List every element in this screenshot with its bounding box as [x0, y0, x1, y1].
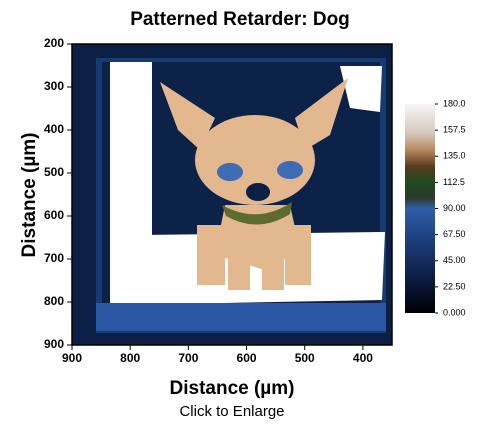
y-tick-label: 800 — [44, 294, 64, 308]
colorbar-tick-label: 90.00 — [443, 203, 466, 213]
y-tick-label: 500 — [44, 165, 64, 179]
chart-title: Patterned Retarder: Dog — [130, 9, 350, 30]
heatmap-image — [72, 44, 392, 345]
colorbar — [405, 104, 435, 313]
colorbar-tick-label: 45.00 — [443, 255, 466, 265]
x-tick-label: 700 — [178, 351, 198, 365]
colorbar-tick-label: 22.50 — [443, 281, 466, 291]
x-tick-label: 400 — [353, 351, 373, 365]
plot-frame — [71, 43, 393, 346]
x-tick-label: 600 — [237, 351, 257, 365]
y-tick-label: 900 — [44, 337, 64, 351]
x-axis-label: Distance (µm) — [170, 378, 295, 399]
y-tick-label: 300 — [44, 79, 64, 93]
colorbar-tick-label: 180.0 — [443, 98, 466, 108]
colorbar-tick-label: 112.5 — [443, 177, 465, 187]
x-tick-label: 800 — [120, 351, 140, 365]
caption[interactable]: Click to Enlarge — [179, 403, 284, 420]
y-axis-label: Distance (µm) — [19, 133, 40, 258]
colorbar-tick-label: 135.0 — [443, 151, 466, 161]
y-tick-label: 600 — [44, 208, 64, 222]
y-tick-label: 400 — [44, 122, 64, 136]
x-tick-label: 900 — [62, 351, 82, 365]
x-tick-label: 500 — [295, 351, 315, 365]
y-tick-label: 700 — [44, 251, 64, 265]
colorbar-tick-label: 0.000 — [443, 307, 466, 317]
colorbar-tick-label: 67.50 — [443, 229, 466, 239]
y-tick-label: 200 — [44, 36, 64, 50]
colorbar-tick-label: 157.5 — [443, 125, 466, 135]
